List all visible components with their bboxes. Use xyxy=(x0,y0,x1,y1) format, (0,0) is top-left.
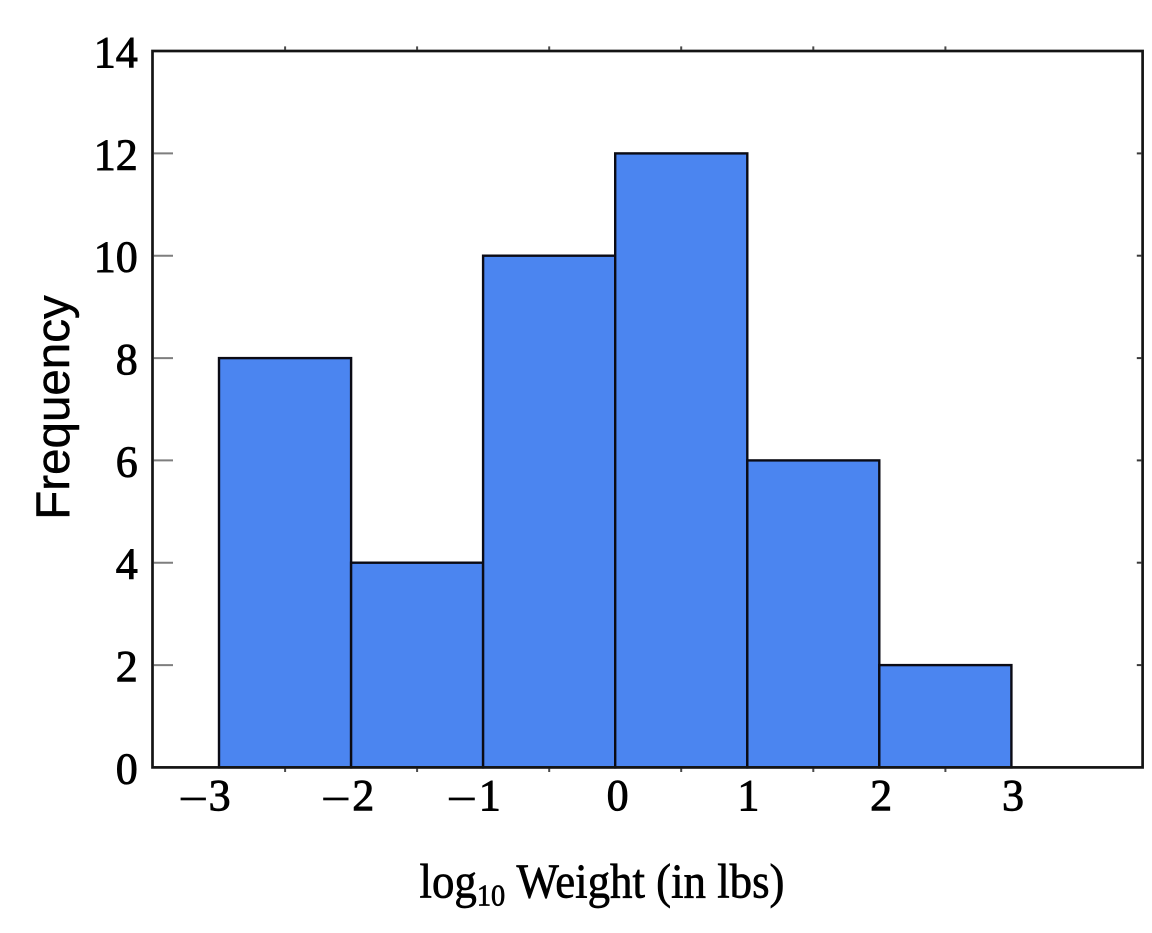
svg-text:Frequency: Frequency xyxy=(27,295,80,520)
svg-text:3: 3 xyxy=(209,771,231,820)
svg-text:2: 2 xyxy=(116,642,138,691)
svg-text:log10 Weight (in lbs): log10 Weight (in lbs) xyxy=(420,855,785,913)
svg-text:12: 12 xyxy=(94,130,138,179)
svg-text:2: 2 xyxy=(870,771,892,820)
svg-text:2: 2 xyxy=(352,771,374,820)
svg-text:1: 1 xyxy=(737,771,759,820)
svg-text:8: 8 xyxy=(116,335,138,384)
svg-text:4: 4 xyxy=(116,540,138,589)
svg-text:0: 0 xyxy=(116,744,138,793)
svg-text:14: 14 xyxy=(94,28,138,77)
svg-text:0: 0 xyxy=(607,771,629,820)
svg-text:10: 10 xyxy=(94,233,138,282)
svg-text:6: 6 xyxy=(116,437,138,486)
svg-text:3: 3 xyxy=(1002,771,1024,820)
svg-text:1: 1 xyxy=(479,771,501,820)
